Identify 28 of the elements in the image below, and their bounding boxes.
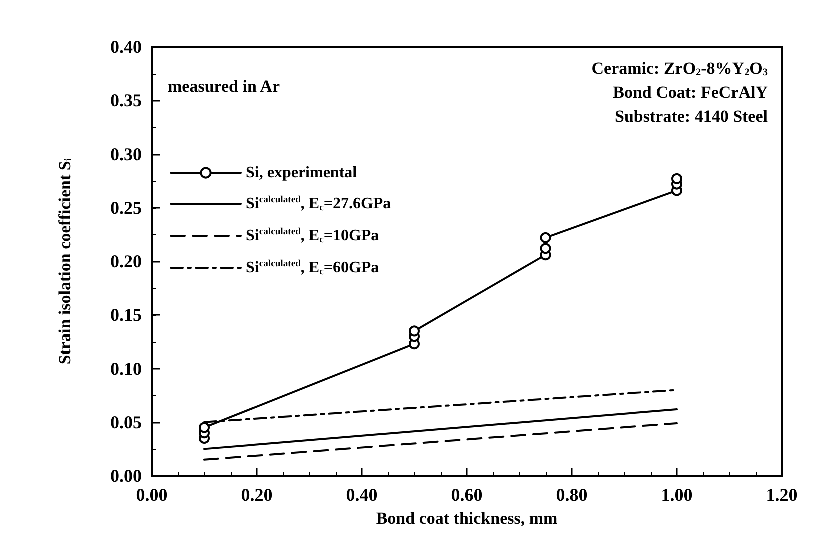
x-axis-title: Bond coat thickness, mm (376, 509, 558, 528)
x-tick-label: 1.00 (661, 485, 693, 505)
legend-label: Si, experimental (246, 164, 358, 182)
x-tick-label: 0.00 (136, 485, 168, 505)
x-tick-label: 1.20 (766, 485, 798, 505)
y-tick-label: 0.25 (110, 198, 142, 218)
x-tick-label: 0.20 (241, 485, 273, 505)
y-tick-label: 0.15 (110, 305, 142, 326)
annotation: Bond Coat: FeCrAlY (613, 83, 768, 102)
x-tick-label: 0.40 (346, 485, 378, 505)
x-tick-label: 0.80 (556, 485, 588, 505)
y-tick-label: 0.40 (110, 37, 142, 57)
y-tick-label: 0.30 (110, 144, 142, 164)
y-tick-label: 0.05 (110, 412, 142, 432)
y-tick-label: 0.35 (110, 90, 142, 111)
y-axis-title: Strain isolation coefficient Si (55, 158, 74, 365)
y-tick-label: 0.20 (110, 252, 142, 272)
annotation: Ceramic: ZrO2-8%Y2O3 (592, 59, 768, 78)
y-tick-label: 0.10 (110, 358, 142, 379)
point (540, 232, 552, 244)
point (540, 243, 552, 254)
point (199, 422, 210, 434)
point (409, 326, 420, 337)
point (672, 173, 682, 184)
x-tick-label: 0.60 (451, 485, 483, 505)
annotation: measured in Ar (168, 77, 281, 96)
y-tick-label: 0.00 (110, 466, 142, 486)
annotation: Substrate: 4140 Steel (615, 107, 768, 126)
